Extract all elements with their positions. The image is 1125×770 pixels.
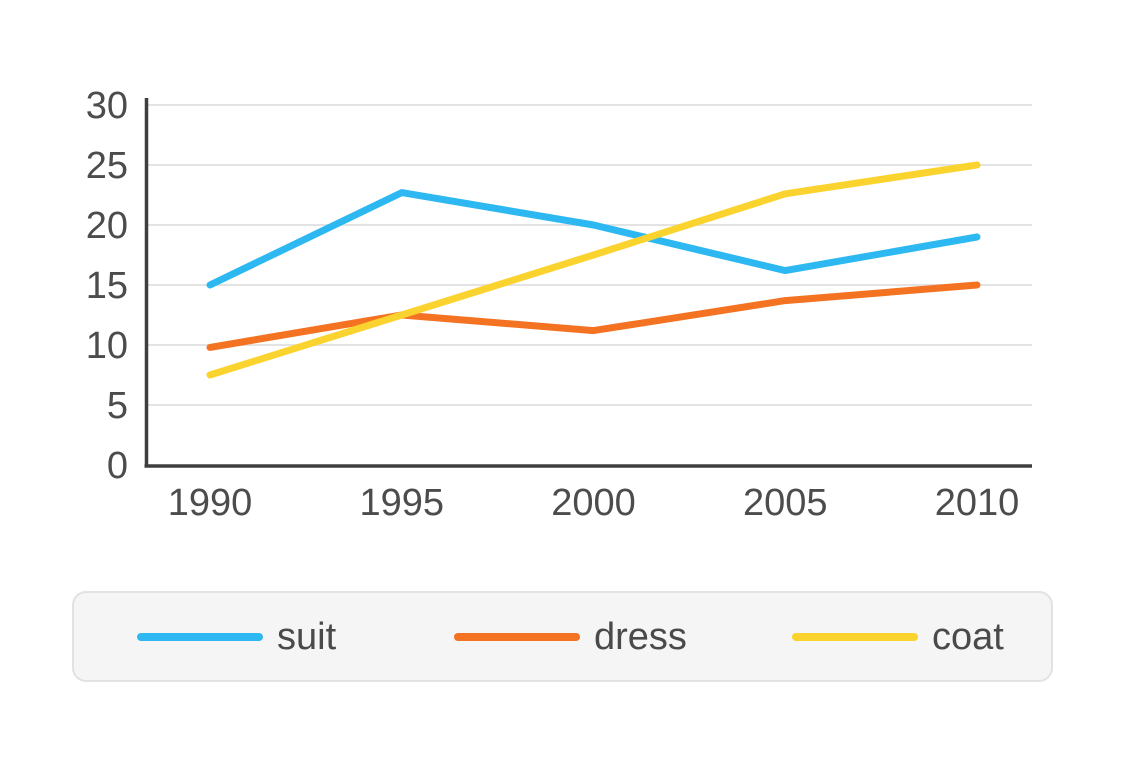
coat-line-swatch (792, 632, 918, 641)
y-tick-label: 10 (86, 325, 128, 367)
y-tick-label: 0 (107, 445, 128, 487)
x-tick-label: 2000 (551, 482, 636, 524)
legend-label-coat: coat (932, 615, 1004, 658)
x-tick-label: 2010 (935, 482, 1020, 524)
x-tick-label: 2005 (743, 482, 828, 524)
legend-item-suit: suit (137, 593, 336, 680)
legend-item-coat: coat (792, 593, 1004, 680)
y-tick-label: 20 (86, 205, 128, 247)
legend-item-dress: dress (454, 593, 687, 680)
legend-label-suit: suit (277, 615, 337, 658)
y-tick-label: 15 (86, 265, 128, 307)
line-chart: 0 5 10 15 20 25 30 1990 1995 2000 2005 2010 (86, 85, 1032, 524)
legend-label-dress: dress (594, 615, 687, 658)
x-tick-label: 1995 (359, 482, 444, 524)
series-line-dress (206, 281, 981, 351)
chart-legend: suit dress coat (72, 591, 1053, 682)
y-tick-label: 5 (107, 385, 128, 427)
series-line-suit (206, 189, 981, 289)
y-tick-label: 30 (86, 85, 128, 127)
x-tick-label: 1990 (168, 482, 253, 524)
y-tick-label: 25 (86, 145, 128, 187)
suit-line-swatch (137, 632, 263, 641)
series-line-coat (206, 161, 981, 379)
dress-line-swatch (454, 632, 580, 641)
